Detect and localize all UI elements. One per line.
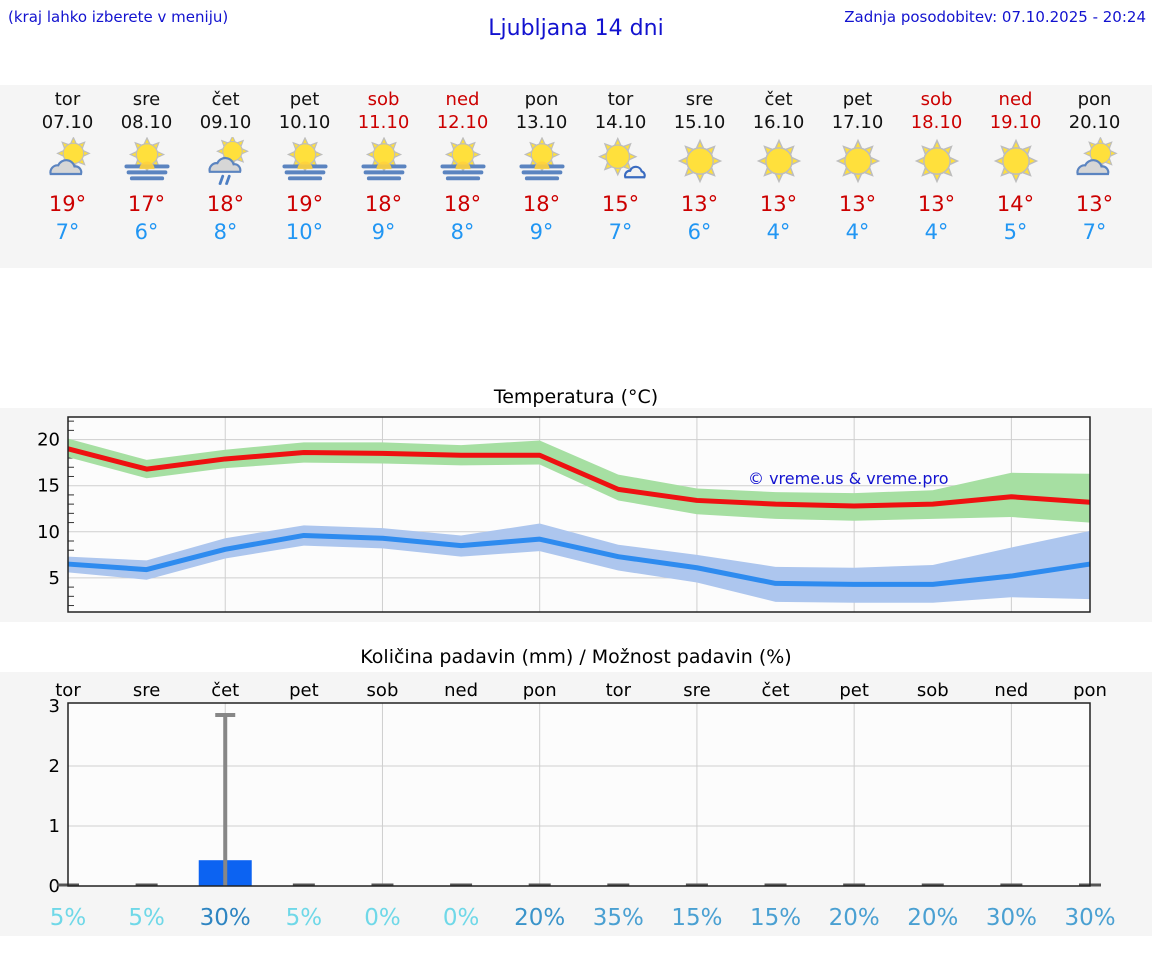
forecast-day[interactable]: pet 10.10 19° 10°: [265, 85, 344, 268]
forecast-day[interactable]: sob 18.10 13° 4°: [897, 85, 976, 268]
forecast-day[interactable]: čet 09.10 18° 8°: [186, 85, 265, 268]
day-high-temp: 13°: [759, 192, 798, 216]
day-date: 07.10: [41, 111, 94, 133]
day-name: pet: [289, 89, 320, 110]
day-name: pon: [524, 89, 559, 110]
day-low-temp: 6°: [687, 220, 712, 245]
day-low-temp: 7°: [1082, 220, 1107, 245]
day-name: pon: [1077, 89, 1112, 110]
day-low-temp: 6°: [134, 220, 159, 245]
sun-icon: [832, 137, 884, 185]
precip-chart-title: Količina padavin (mm) / Možnost padavin …: [360, 646, 792, 668]
day-high-temp: 18°: [443, 192, 482, 216]
day-date: 16.10: [752, 111, 805, 133]
temp-chart-background: [0, 408, 1152, 622]
forecast-day[interactable]: pet 17.10 13° 4°: [818, 85, 897, 268]
sun-cloud-small-icon: [595, 137, 647, 185]
sun-icon: [674, 137, 726, 185]
precip-chart-background: [0, 672, 1152, 936]
day-date: 11.10: [357, 111, 410, 133]
temp-chart-title: Temperatura (°C): [493, 386, 659, 408]
page-title: Ljubljana 14 dni: [488, 16, 664, 41]
day-name: sob: [920, 89, 953, 110]
day-name: sob: [367, 89, 400, 110]
sun-fog-icon: [279, 137, 331, 185]
day-date: 13.10: [515, 111, 568, 133]
forecast-day[interactable]: tor 07.10 19° 7°: [28, 85, 107, 268]
day-high-temp: 13°: [838, 192, 877, 216]
day-high-temp: 19°: [285, 192, 324, 216]
day-high-temp: 13°: [917, 192, 956, 216]
day-high-temp: 13°: [680, 192, 719, 216]
forecast-day[interactable]: sre 15.10 13° 6°: [660, 85, 739, 268]
forecast-strip-background: [0, 85, 1152, 268]
day-date: 19.10: [989, 111, 1042, 133]
day-name: čet: [211, 89, 240, 110]
last-updated: Zadnja posodobitev: 07.10.2025 - 20:24: [844, 8, 1146, 26]
forecast-strip: tor 07.10 19° 7° sre 08.10 17° 6° čet 09…: [0, 85, 1152, 268]
day-date: 10.10: [278, 111, 331, 133]
day-date: 20.10: [1068, 111, 1121, 133]
day-low-temp: 7°: [608, 220, 633, 245]
sun-fog-icon: [358, 137, 410, 185]
day-high-temp: 13°: [1075, 192, 1114, 216]
forecast-day[interactable]: pon 20.10 13° 7°: [1055, 85, 1134, 268]
day-date: 09.10: [199, 111, 252, 133]
day-high-temp: 19°: [48, 192, 87, 216]
cloud-sun-icon: [42, 137, 94, 185]
day-low-temp: 8°: [450, 220, 475, 245]
sun-icon: [911, 137, 963, 185]
day-low-temp: 9°: [529, 220, 554, 245]
location-hint: (kraj lahko izberete v meniju): [8, 8, 229, 26]
day-low-temp: 4°: [845, 220, 870, 245]
day-low-temp: 10°: [285, 220, 324, 245]
day-date: 15.10: [673, 111, 726, 133]
day-date: 17.10: [831, 111, 884, 133]
sun-icon: [990, 137, 1042, 185]
day-name: ned: [998, 89, 1033, 110]
day-name: ned: [445, 89, 480, 110]
day-name: sre: [685, 89, 714, 110]
forecast-day[interactable]: ned 12.10 18° 8°: [423, 85, 502, 268]
forecast-day[interactable]: sre 08.10 17° 6°: [107, 85, 186, 268]
day-low-temp: 9°: [371, 220, 396, 245]
day-low-temp: 4°: [924, 220, 949, 245]
day-low-temp: 8°: [213, 220, 238, 245]
day-name: tor: [54, 89, 81, 110]
cloud-sun-rain-icon: [200, 137, 252, 185]
cloud-sun-icon: [1069, 137, 1121, 185]
forecast-day[interactable]: ned 19.10 14° 5°: [976, 85, 1055, 268]
sun-fog-icon: [437, 137, 489, 185]
day-low-temp: 5°: [1003, 220, 1028, 245]
forecast-day[interactable]: čet 16.10 13° 4°: [739, 85, 818, 268]
day-name: sre: [132, 89, 161, 110]
day-high-temp: 14°: [996, 192, 1035, 216]
sun-icon: [753, 137, 805, 185]
forecast-day[interactable]: pon 13.10 18° 9°: [502, 85, 581, 268]
day-date: 12.10: [436, 111, 489, 133]
day-name: čet: [764, 89, 793, 110]
day-name: tor: [607, 89, 634, 110]
forecast-day[interactable]: tor 14.10 15° 7°: [581, 85, 660, 268]
day-high-temp: 18°: [364, 192, 403, 216]
day-date: 18.10: [910, 111, 963, 133]
sun-fog-icon: [121, 137, 173, 185]
day-date: 08.10: [120, 111, 173, 133]
day-high-temp: 18°: [206, 192, 245, 216]
day-high-temp: 18°: [522, 192, 561, 216]
day-high-temp: 17°: [127, 192, 166, 216]
forecast-day[interactable]: sob 11.10 18° 9°: [344, 85, 423, 268]
day-low-temp: 7°: [55, 220, 80, 245]
day-name: pet: [842, 89, 873, 110]
sun-fog-icon: [516, 137, 568, 185]
forecast-days-row: tor 07.10 19° 7° sre 08.10 17° 6° čet 09…: [0, 85, 1152, 268]
day-high-temp: 15°: [601, 192, 640, 216]
day-date: 14.10: [594, 111, 647, 133]
day-low-temp: 4°: [766, 220, 791, 245]
